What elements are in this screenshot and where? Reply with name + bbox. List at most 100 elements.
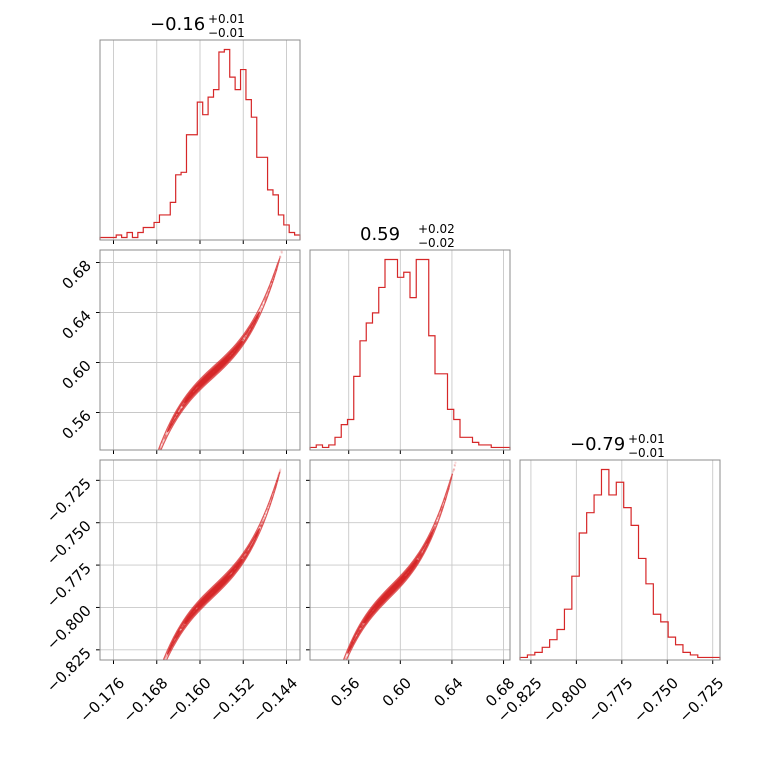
sample-point <box>181 404 184 408</box>
sample-point <box>140 730 142 732</box>
x-tick-label: −0.152 <box>206 674 258 726</box>
density-contour <box>346 528 435 654</box>
sample-point <box>435 522 438 525</box>
sample-point <box>163 662 165 664</box>
sample-point <box>161 665 163 667</box>
density-contour <box>196 356 231 388</box>
sample-point <box>155 456 157 458</box>
sample-point <box>161 666 163 668</box>
density-contour <box>166 528 261 655</box>
panel-background <box>520 460 720 660</box>
sample-point <box>261 521 264 524</box>
sample-point <box>162 665 164 667</box>
sample-point <box>341 667 343 669</box>
sample-point <box>282 457 284 459</box>
sample-point <box>164 434 167 437</box>
panel-frame <box>99 39 301 241</box>
sample-point <box>337 677 339 679</box>
density-contour <box>374 574 407 608</box>
sample-point <box>164 435 167 438</box>
sample-point <box>260 523 263 526</box>
sample-point <box>451 470 454 473</box>
sample-point <box>259 308 262 311</box>
sample-point <box>283 456 285 458</box>
panel-2-2 <box>519 459 721 664</box>
sample-point <box>182 403 185 406</box>
sample-point <box>283 456 285 458</box>
title-param-1-plus: +0.01 <box>208 12 245 26</box>
sample-point <box>160 666 162 668</box>
sample-point <box>141 729 143 731</box>
sample-point <box>340 671 342 673</box>
sample-point <box>340 669 342 671</box>
panel-1-1 <box>309 249 511 454</box>
sample-point <box>453 463 456 467</box>
sample-point <box>160 669 162 671</box>
sample-point <box>282 245 284 247</box>
density-contour <box>166 311 261 433</box>
sample-point <box>243 336 247 339</box>
sample-point <box>361 624 364 627</box>
sample-point <box>162 438 165 441</box>
sample-point <box>432 526 436 530</box>
sample-point <box>328 707 330 709</box>
sample-point <box>163 661 165 663</box>
sample-point <box>163 661 165 663</box>
sample-point <box>325 716 327 718</box>
sample-point <box>182 624 185 627</box>
sample-point <box>258 526 262 529</box>
sample-point <box>342 663 344 665</box>
sample-point <box>337 676 339 678</box>
sample-point <box>163 662 165 664</box>
density-layer <box>155 245 284 458</box>
density-layer <box>322 456 458 732</box>
sample-point <box>135 752 137 754</box>
x-tick-label: −0.176 <box>76 674 128 726</box>
sample-point <box>341 666 343 668</box>
sample-point <box>166 654 169 657</box>
sample-point <box>335 681 337 683</box>
sample-point <box>144 717 146 719</box>
sample-point <box>435 522 438 525</box>
sample-point <box>322 730 324 732</box>
sample-point <box>164 656 168 659</box>
sample-point <box>340 668 342 670</box>
sample-point <box>140 731 142 733</box>
density-contour <box>183 340 244 404</box>
sample-point <box>456 456 458 458</box>
sample-point <box>241 339 245 342</box>
x-tick-label: −0.800 <box>539 674 591 726</box>
sample-point <box>325 719 327 721</box>
sample-point <box>161 666 163 668</box>
sample-point <box>242 555 246 558</box>
sample-point <box>140 731 142 733</box>
sample-point <box>242 557 245 560</box>
title-param-3-minus: −0.01 <box>628 446 665 460</box>
sample-point <box>242 337 245 341</box>
panel-background <box>310 460 510 660</box>
sample-point <box>323 727 325 729</box>
sample-point <box>280 251 283 254</box>
sample-point <box>180 626 183 630</box>
title-param-3-value: −0.79 <box>570 434 625 455</box>
sample-point <box>341 664 343 666</box>
sample-point <box>242 556 245 559</box>
sample-point <box>181 625 185 628</box>
sample-point <box>181 404 184 408</box>
sample-point <box>279 470 282 473</box>
x-tick-label: −0.160 <box>163 674 215 726</box>
sample-point <box>328 706 330 708</box>
sample-point <box>182 624 185 627</box>
sample-point <box>343 661 345 663</box>
sample-point <box>182 623 186 626</box>
density-contour <box>183 558 244 625</box>
title-param-3-plus: +0.01 <box>628 432 665 446</box>
panel-frame <box>99 249 301 451</box>
x-tick-label: −0.775 <box>585 674 637 726</box>
sample-point <box>342 664 344 666</box>
sample-point <box>417 556 420 559</box>
x-tick-label: 0.56 <box>327 674 363 710</box>
sample-point <box>139 736 141 738</box>
y-tick-label: −0.750 <box>43 517 95 569</box>
